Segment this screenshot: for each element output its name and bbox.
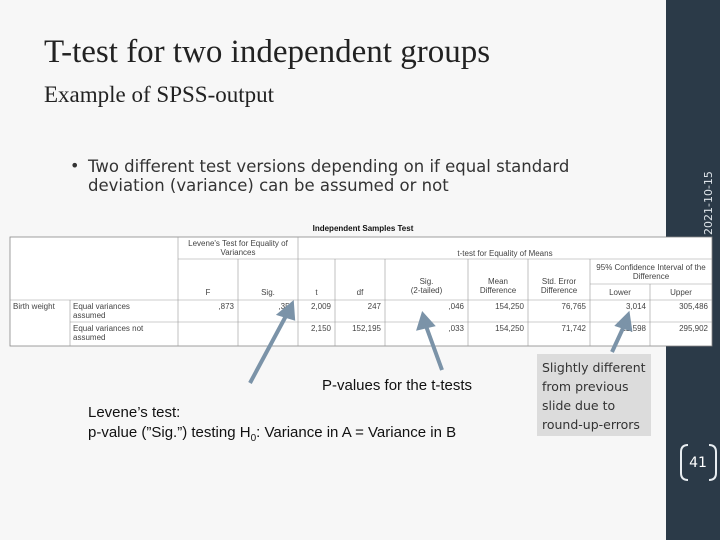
cell: 2,009 [311,302,332,311]
cell: 305,486 [679,302,708,311]
arrow [610,325,626,353]
cell: ,873 [218,302,234,311]
arrow-head [275,299,296,321]
date: 2021-10-15 [702,171,715,235]
cell: 295,902 [679,324,708,333]
arrow [248,313,289,384]
subtitle: Example of SPSS-output [44,82,275,107]
table-title: Independent Samples Test [313,224,414,233]
table-bg [9,236,713,347]
annotation: p-value (”Sig.”) testing H0: Variance in… [88,424,456,444]
page-bracket [680,444,717,481]
annotation: P-values for the t-tests [322,377,472,394]
row-group: Birth weight [13,302,56,311]
note-line: round-up-errors [542,417,640,432]
bullet-line: Two different test versions depending on… [87,157,569,176]
column-header: Upper [670,288,692,297]
arrows [248,299,633,384]
note-box [537,354,651,436]
page-number: 41 [689,455,707,471]
cell: ,046 [448,302,464,311]
cell: ,033 [448,324,464,333]
column-header: Lower [609,288,631,297]
arrow-head [416,311,436,331]
annotation-part: p-value (”Sig.”) testing H [88,424,251,441]
group-header: t-test for Equality of Means [457,249,552,258]
column-header: t [315,288,318,297]
column-header: Mean Difference [480,277,517,295]
cell: 3,014 [626,302,647,311]
annotation: Levene’s test: [88,404,180,421]
annotation-part: : Variance in A = Variance in B [256,424,456,441]
note-line: from previous [542,379,629,394]
column-header: F [206,288,211,297]
note-line: slide due to [542,398,615,413]
column-header: Std. Error Difference [541,277,578,295]
cell: 247 [368,302,382,311]
cell: 12,598 [622,324,647,333]
bullet-line: deviation (variance) can be assumed or n… [88,176,449,195]
row-label: Equal variances not assumed [73,324,144,342]
cell: 152,195 [352,324,381,333]
title: T-test for two independent groups [44,34,490,70]
subscript: 0 [251,433,257,444]
note-line: Slightly different [542,360,646,375]
cell: 71,742 [562,324,587,333]
cell: 154,250 [495,324,524,333]
row-label: Equal variances assumed [73,302,130,320]
spss-table: Levene's Test for Equality of Variances t-… [9,236,713,347]
arrow-head [614,310,633,332]
column-header: Sig. [261,288,275,297]
column-header: df [357,288,364,297]
bullet-dot: • [70,156,79,175]
arrow [424,325,444,371]
group-header: Levene's Test for Equality of Variances [188,239,288,257]
column-header: Sig. (2-tailed) [411,277,443,295]
cell: 154,250 [495,302,524,311]
group-header: 95% Confidence Interval of the Difference [596,263,706,281]
cell: 2,150 [311,324,332,333]
cell: 76,765 [562,302,587,311]
